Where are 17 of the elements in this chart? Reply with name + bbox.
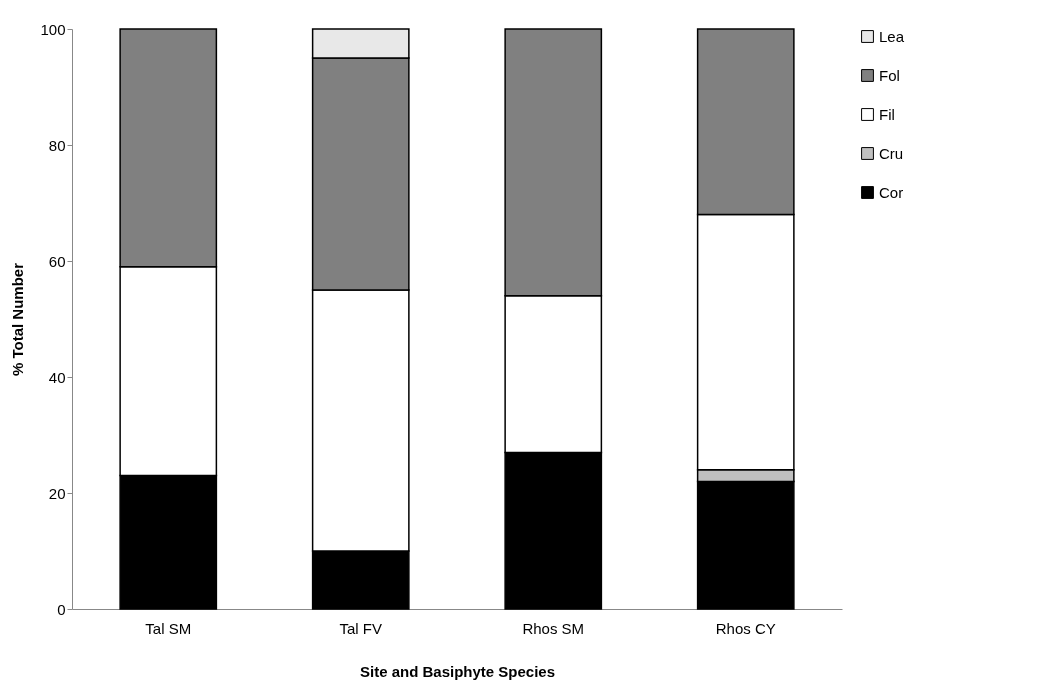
- y-tick-label: 80: [48, 136, 66, 154]
- y-tick-label: 60: [48, 252, 66, 270]
- legend-label: Cor: [879, 183, 904, 201]
- x-tick-label: Tal FV: [339, 619, 383, 637]
- y-tick-label: 100: [40, 20, 66, 38]
- x-axis-title: Site and Basiphyte Species: [359, 662, 556, 680]
- legend-label: Fol: [879, 66, 900, 84]
- x-tick-label: Rhos CY: [715, 619, 776, 637]
- y-tick-label: 0: [57, 600, 66, 618]
- y-axis-title: % Total Number: [9, 262, 27, 377]
- y-tick-label: 40: [48, 368, 66, 386]
- x-tick-label: Tal SM: [145, 619, 192, 637]
- x-tick-label: Rhos SM: [522, 619, 585, 637]
- legend-label: Cru: [879, 144, 904, 162]
- y-tick-label: 20: [48, 484, 66, 502]
- legend-label: Lea: [879, 27, 905, 45]
- legend-label: Fil: [879, 105, 895, 123]
